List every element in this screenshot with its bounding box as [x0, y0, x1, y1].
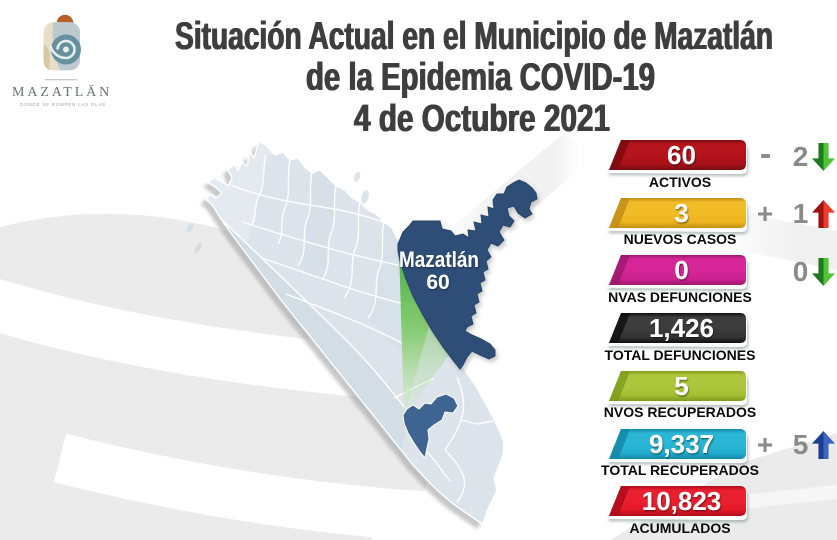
svg-text:Mazatlán: Mazatlán — [399, 247, 479, 272]
svg-text:60: 60 — [426, 271, 449, 294]
svg-text:3: 3 — [674, 198, 688, 228]
svg-text:0: 0 — [674, 255, 688, 285]
svg-text:9,337: 9,337 — [649, 429, 714, 459]
svg-text:1,426: 1,426 — [649, 313, 714, 343]
svg-text:10,823: 10,823 — [642, 486, 722, 516]
svg-text:5: 5 — [674, 371, 688, 401]
svg-text:60: 60 — [667, 140, 696, 170]
